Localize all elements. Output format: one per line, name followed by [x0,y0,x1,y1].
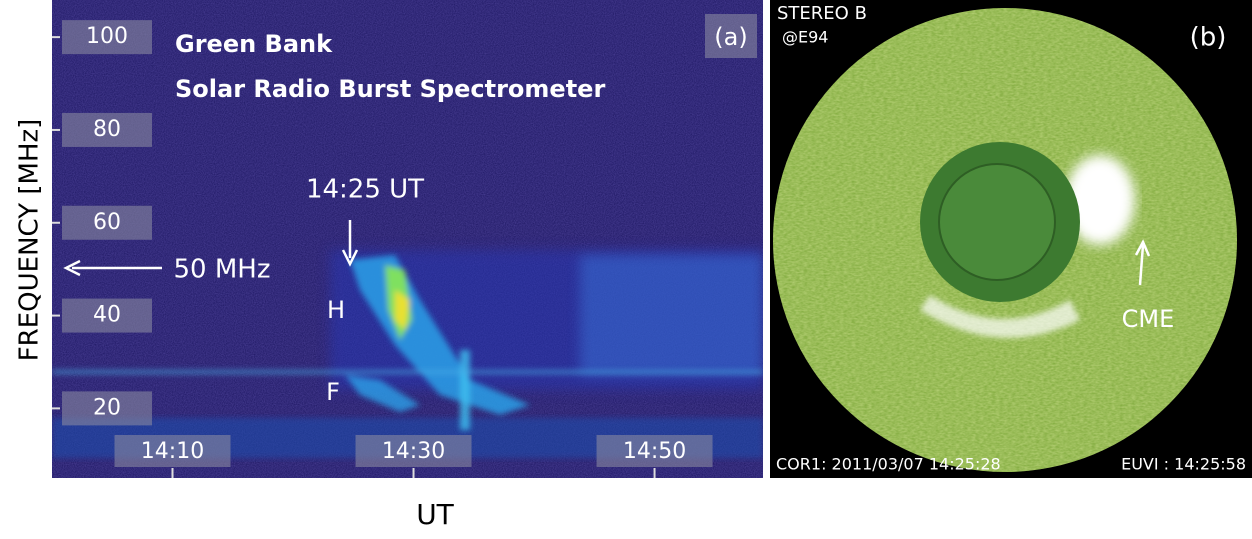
view-angle: @E94 [782,28,828,47]
panel-label: (a) [714,23,747,51]
annotation: H [327,296,345,324]
annotation: F [326,378,340,406]
spectrogram-image [52,0,763,478]
x-axis-label: UT [416,498,454,531]
x-tick-label: 14:30 [382,439,445,464]
y-axis-label: FREQUENCY [MHz] [15,119,45,362]
feature-label: CME [1122,305,1175,333]
chart-title: Green Bank [175,30,333,58]
annotation: 50 MHz [174,255,271,285]
y-tick-label: 80 [93,117,121,142]
x-tick-label: 14:50 [623,439,686,464]
y-tick-label: 40 [93,303,121,328]
observatory: STEREO B [777,3,867,24]
euvi-time: EUVI : 14:25:58 [1121,455,1246,474]
coronagraph-image [770,0,1252,478]
y-tick-label: 100 [86,24,128,49]
y-tick-label: 20 [93,395,121,420]
x-tick-label: 14:10 [141,439,204,464]
chart-subtitle: Solar Radio Burst Spectrometer [175,75,605,103]
cor1-time: COR1: 2011/03/07 14:25:28 [776,455,1001,474]
panel-label: (b) [1190,23,1227,53]
figure: Green Bank Solar Radio Burst Spectromete… [0,0,1252,535]
annotation: 14:25 UT [306,175,424,205]
y-tick-label: 60 [93,210,121,235]
